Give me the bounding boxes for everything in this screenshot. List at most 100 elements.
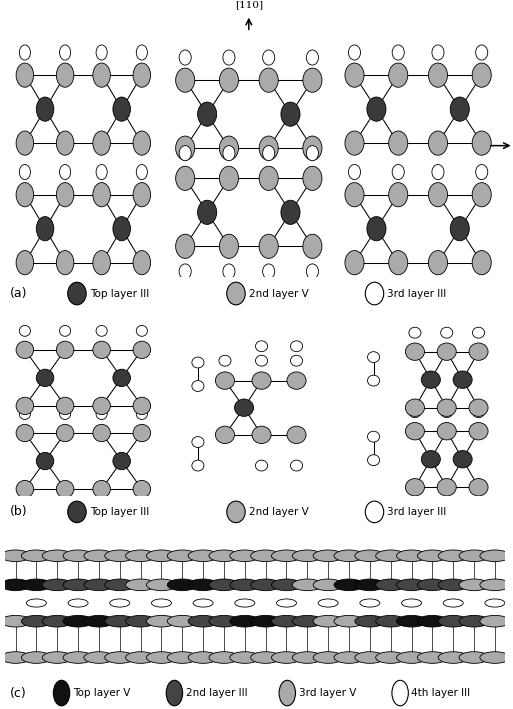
Ellipse shape: [133, 397, 151, 415]
Ellipse shape: [192, 381, 204, 391]
Ellipse shape: [306, 50, 319, 65]
Ellipse shape: [93, 183, 110, 207]
Ellipse shape: [255, 341, 268, 352]
Ellipse shape: [136, 45, 147, 60]
Ellipse shape: [22, 579, 51, 591]
Ellipse shape: [365, 501, 384, 523]
Ellipse shape: [96, 408, 107, 420]
Ellipse shape: [42, 550, 72, 562]
Ellipse shape: [376, 550, 406, 562]
Ellipse shape: [405, 479, 424, 496]
Ellipse shape: [19, 325, 30, 336]
Ellipse shape: [113, 369, 130, 386]
Ellipse shape: [126, 652, 155, 664]
Ellipse shape: [220, 136, 239, 160]
Ellipse shape: [263, 50, 275, 65]
Ellipse shape: [1, 579, 31, 591]
Ellipse shape: [56, 425, 74, 442]
Ellipse shape: [397, 579, 426, 591]
Ellipse shape: [355, 550, 385, 562]
Ellipse shape: [188, 579, 218, 591]
Ellipse shape: [110, 599, 130, 607]
Ellipse shape: [167, 652, 198, 664]
Ellipse shape: [441, 407, 453, 418]
Ellipse shape: [313, 652, 343, 664]
Ellipse shape: [60, 45, 71, 60]
Ellipse shape: [389, 250, 408, 275]
Ellipse shape: [105, 615, 135, 627]
Ellipse shape: [133, 250, 151, 275]
Ellipse shape: [133, 341, 151, 359]
Ellipse shape: [126, 579, 155, 591]
Ellipse shape: [376, 579, 406, 591]
Text: Top layer III: Top layer III: [90, 507, 149, 517]
Text: 3rd layer III: 3rd layer III: [387, 289, 446, 298]
Ellipse shape: [42, 615, 72, 627]
Ellipse shape: [167, 615, 198, 627]
Ellipse shape: [355, 615, 385, 627]
Ellipse shape: [472, 183, 491, 207]
Text: 2nd layer V: 2nd layer V: [249, 289, 308, 298]
Ellipse shape: [252, 426, 271, 444]
Ellipse shape: [126, 615, 155, 627]
Ellipse shape: [472, 250, 491, 275]
Ellipse shape: [367, 97, 386, 121]
Ellipse shape: [56, 63, 74, 87]
Ellipse shape: [348, 164, 361, 179]
Ellipse shape: [16, 425, 34, 442]
Ellipse shape: [133, 183, 151, 207]
Ellipse shape: [397, 550, 426, 562]
Ellipse shape: [263, 264, 275, 279]
Ellipse shape: [227, 501, 245, 523]
Text: Top layer V: Top layer V: [73, 688, 130, 698]
Ellipse shape: [16, 481, 34, 498]
Ellipse shape: [367, 352, 380, 362]
Ellipse shape: [453, 450, 472, 468]
Ellipse shape: [93, 341, 110, 359]
Text: 3rd layer III: 3rd layer III: [387, 507, 446, 517]
Ellipse shape: [450, 97, 469, 121]
Ellipse shape: [68, 282, 86, 305]
Ellipse shape: [251, 652, 281, 664]
Ellipse shape: [223, 145, 235, 161]
Ellipse shape: [313, 579, 343, 591]
Ellipse shape: [271, 550, 302, 562]
Ellipse shape: [84, 579, 114, 591]
Ellipse shape: [480, 652, 510, 664]
Ellipse shape: [36, 369, 54, 386]
Ellipse shape: [345, 63, 364, 87]
Ellipse shape: [16, 397, 34, 415]
Ellipse shape: [405, 423, 424, 440]
Ellipse shape: [263, 145, 275, 161]
Ellipse shape: [290, 460, 303, 471]
Ellipse shape: [113, 97, 130, 121]
Ellipse shape: [279, 681, 295, 706]
Ellipse shape: [428, 250, 447, 275]
Ellipse shape: [292, 550, 322, 562]
Ellipse shape: [367, 431, 380, 442]
Ellipse shape: [133, 63, 151, 87]
Ellipse shape: [345, 250, 364, 275]
Ellipse shape: [192, 357, 204, 368]
Ellipse shape: [188, 615, 218, 627]
Ellipse shape: [126, 550, 155, 562]
Ellipse shape: [476, 45, 488, 60]
Ellipse shape: [271, 579, 302, 591]
Ellipse shape: [93, 397, 110, 415]
Ellipse shape: [93, 481, 110, 498]
Ellipse shape: [230, 615, 260, 627]
Ellipse shape: [192, 460, 204, 471]
Ellipse shape: [133, 481, 151, 498]
Ellipse shape: [345, 183, 364, 207]
Ellipse shape: [220, 68, 239, 92]
Ellipse shape: [345, 131, 364, 155]
Ellipse shape: [472, 328, 485, 338]
Text: (c): (c): [10, 686, 27, 700]
Ellipse shape: [105, 652, 135, 664]
Ellipse shape: [1, 550, 31, 562]
Ellipse shape: [63, 652, 93, 664]
Ellipse shape: [290, 341, 303, 352]
Ellipse shape: [60, 325, 71, 336]
Ellipse shape: [1, 615, 31, 627]
Ellipse shape: [84, 652, 114, 664]
